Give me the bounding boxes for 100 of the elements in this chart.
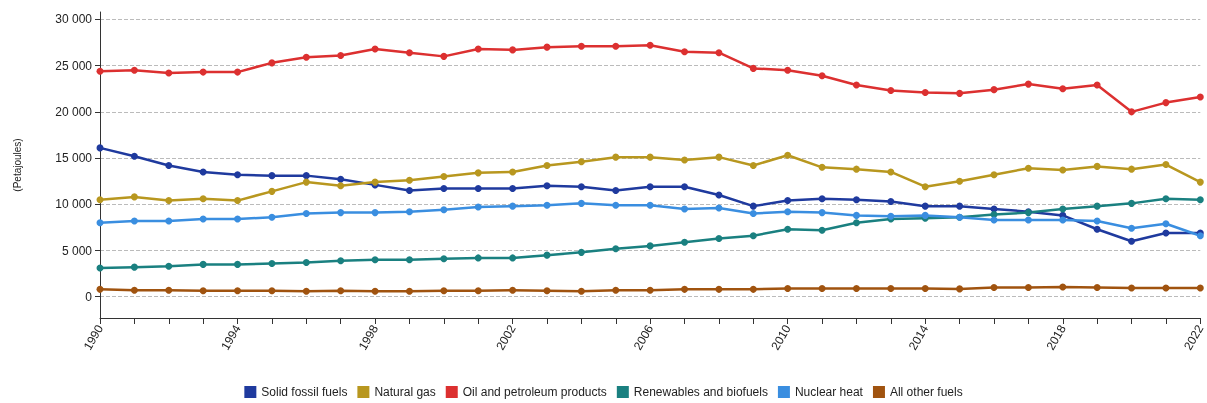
point — [852, 211, 860, 219]
point — [577, 42, 585, 50]
point — [234, 287, 242, 295]
point — [818, 195, 826, 203]
point — [646, 41, 654, 49]
point — [234, 260, 242, 268]
point — [1128, 224, 1136, 232]
point — [681, 238, 689, 246]
point — [1024, 80, 1032, 88]
point — [612, 245, 620, 253]
point — [543, 182, 551, 190]
point — [749, 210, 757, 218]
point — [1059, 283, 1067, 291]
point — [302, 178, 310, 186]
point — [509, 254, 517, 262]
point — [474, 287, 482, 295]
point — [509, 46, 517, 54]
point — [302, 259, 310, 267]
point — [887, 198, 895, 206]
point — [474, 185, 482, 193]
point — [234, 68, 242, 76]
point — [715, 153, 723, 161]
point — [268, 187, 276, 195]
point — [165, 197, 173, 205]
point — [474, 169, 482, 177]
point — [956, 202, 964, 210]
point — [130, 152, 138, 160]
point — [405, 49, 413, 57]
point — [990, 210, 998, 218]
point — [440, 185, 448, 193]
point — [646, 286, 654, 294]
point — [268, 172, 276, 180]
point — [1024, 283, 1032, 291]
point — [646, 201, 654, 209]
point — [1128, 284, 1136, 292]
point — [990, 283, 998, 291]
point — [165, 69, 173, 77]
point — [749, 285, 757, 293]
point — [474, 203, 482, 211]
point — [1093, 225, 1101, 233]
point — [268, 287, 276, 295]
point — [234, 171, 242, 179]
point — [956, 177, 964, 185]
point — [440, 52, 448, 60]
y-tick-label: 15 000 — [55, 151, 93, 166]
point — [1059, 216, 1067, 224]
point — [509, 202, 517, 210]
legend-label: Renewables and biofuels — [633, 385, 768, 399]
point — [371, 287, 379, 295]
point — [302, 172, 310, 180]
y-tick-label: 0 — [85, 289, 93, 304]
point — [921, 284, 929, 292]
point — [234, 197, 242, 205]
point — [577, 158, 585, 166]
point — [130, 286, 138, 294]
point — [1162, 161, 1170, 169]
point — [1196, 196, 1204, 204]
point — [371, 256, 379, 264]
point — [509, 168, 517, 176]
point — [371, 209, 379, 217]
point — [990, 171, 998, 179]
point — [199, 195, 207, 203]
point — [405, 256, 413, 264]
point — [199, 168, 207, 176]
point — [337, 257, 345, 265]
point — [165, 262, 173, 270]
point — [749, 161, 757, 169]
point — [749, 64, 757, 72]
point — [749, 232, 757, 240]
point — [302, 53, 310, 61]
point — [990, 86, 998, 94]
point — [1196, 178, 1204, 186]
point — [337, 175, 345, 183]
point — [577, 287, 585, 295]
y-tick-label: 25 000 — [55, 58, 93, 73]
point — [887, 87, 895, 95]
point — [646, 242, 654, 250]
point — [1093, 283, 1101, 291]
point — [852, 284, 860, 292]
point — [1128, 199, 1136, 207]
point — [681, 183, 689, 191]
point — [1162, 99, 1170, 107]
point — [509, 185, 517, 193]
y-tick-label: 10 000 — [55, 197, 93, 212]
point — [818, 163, 826, 171]
point — [1059, 85, 1067, 93]
point — [715, 49, 723, 57]
point — [612, 201, 620, 209]
point — [337, 287, 345, 295]
point — [1162, 220, 1170, 228]
point — [715, 285, 723, 293]
y-tick-label: 20 000 — [55, 104, 93, 119]
point — [715, 235, 723, 242]
point — [1093, 217, 1101, 225]
point — [130, 193, 138, 201]
point — [1128, 165, 1136, 173]
point — [96, 219, 104, 227]
point — [1024, 164, 1032, 172]
point — [337, 51, 345, 59]
point — [681, 48, 689, 56]
